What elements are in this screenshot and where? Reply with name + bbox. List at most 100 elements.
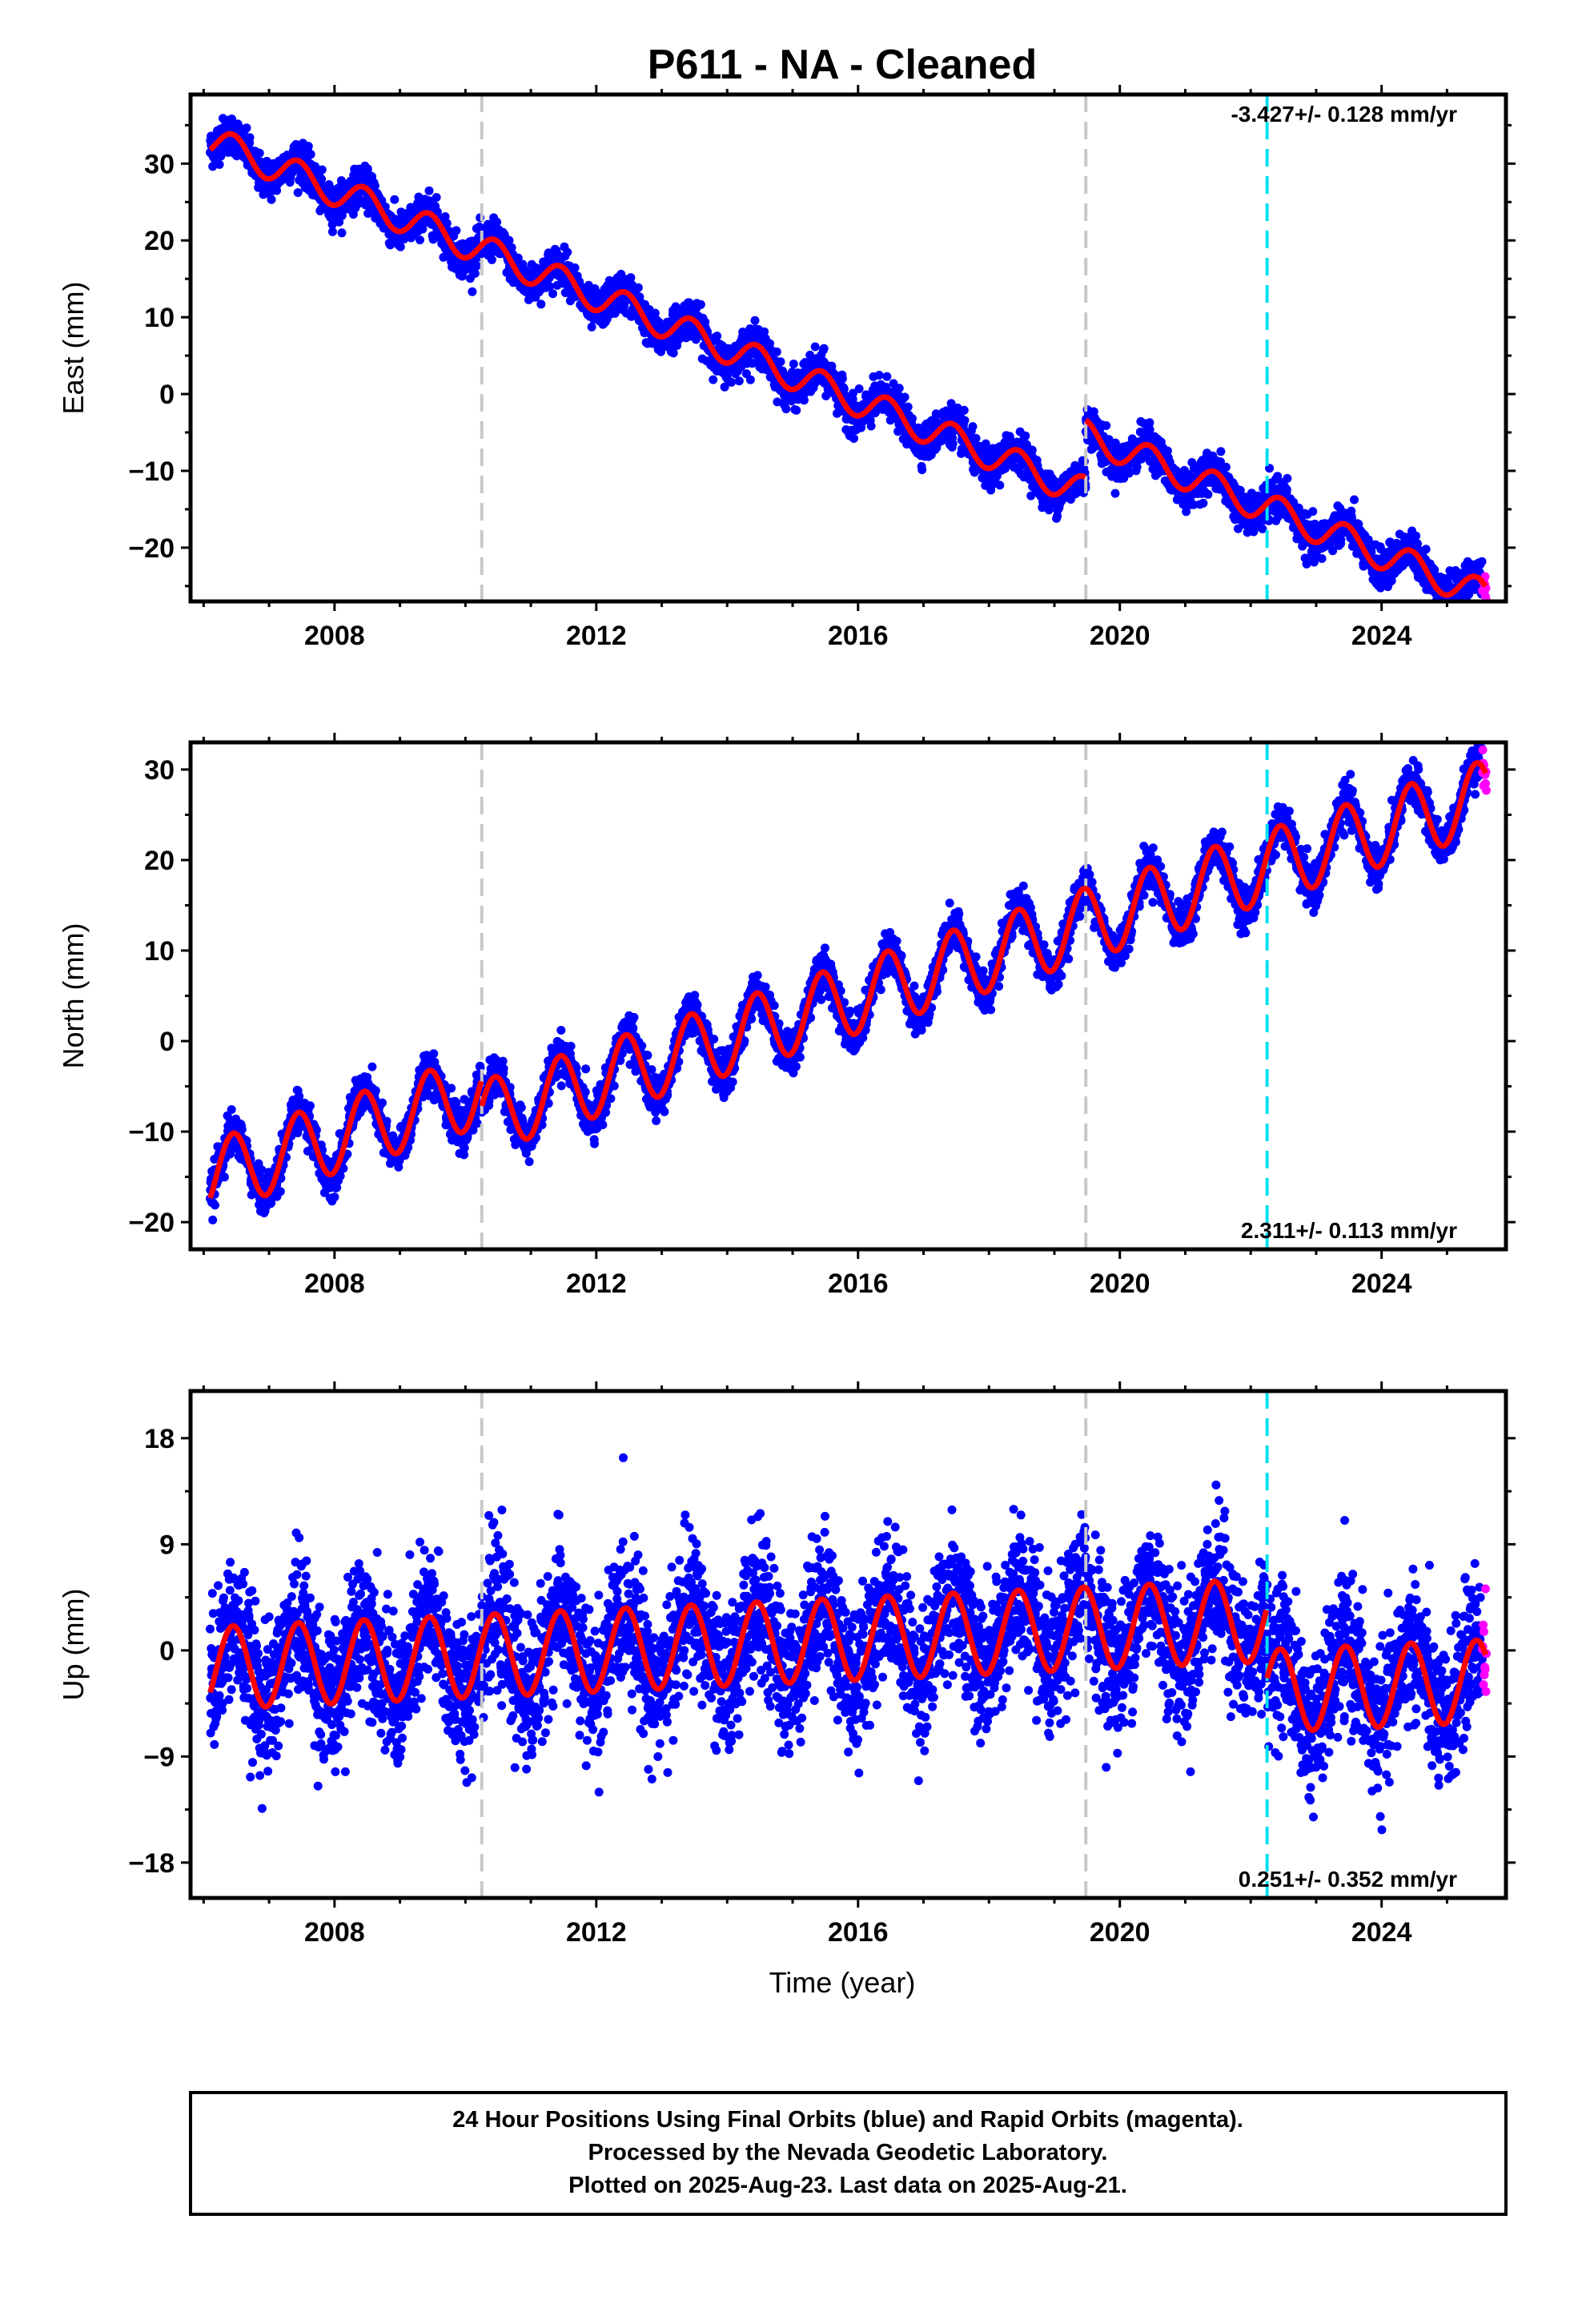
east-final-point (760, 327, 769, 336)
east-final-point (1283, 473, 1292, 483)
east-final-point (587, 322, 596, 332)
east-final-point (1221, 462, 1231, 472)
east-final-point (839, 384, 849, 394)
east-final-point (472, 261, 482, 271)
east-final-point (960, 416, 970, 425)
east-final-point (208, 162, 218, 171)
east-final-point (882, 372, 892, 381)
east-final-point (245, 133, 255, 143)
east-final-point (819, 344, 829, 353)
east-final-point (327, 227, 337, 236)
east-final-point (696, 300, 705, 309)
east-final-point (750, 316, 760, 325)
east-final-point (303, 142, 313, 151)
east-final-point (968, 422, 978, 432)
east-final-point (874, 371, 884, 380)
east-final-point (470, 268, 480, 278)
east-final-point (1203, 489, 1213, 499)
east-final-point (487, 255, 496, 264)
east-final-point (734, 376, 744, 386)
chart-title: P611 - NA - Cleaned (648, 42, 1037, 88)
east-final-point (799, 396, 809, 405)
east-final-point (1102, 421, 1111, 430)
east-final-point (773, 397, 782, 407)
east-final-point (727, 377, 737, 387)
east-final-point (792, 405, 801, 415)
east-final-point (713, 332, 722, 341)
east-final-point (504, 235, 514, 245)
east-final-point (669, 348, 678, 358)
east-final-point (626, 273, 636, 283)
east-final-point (1309, 557, 1319, 567)
east-final-point (765, 339, 774, 348)
east-final-point (440, 212, 450, 221)
east-final-point (959, 405, 969, 415)
east-final-point (548, 289, 557, 299)
east-final-point (468, 287, 477, 296)
east-final-point (894, 384, 904, 393)
east-final-point (545, 282, 555, 292)
east-final-point (866, 421, 876, 431)
east-final-point (1421, 545, 1431, 554)
east-final-point (857, 423, 866, 432)
east-final-point (416, 235, 424, 245)
east-final-point (570, 263, 580, 272)
east-final-point (849, 434, 858, 443)
east-final-point (1110, 489, 1120, 498)
east-final-point (242, 123, 251, 133)
east-final-point (563, 247, 572, 257)
east-final-point (337, 211, 347, 220)
east-final-point (900, 392, 909, 402)
east-final-point (709, 375, 718, 384)
east-final-point (810, 342, 820, 352)
east-final-point (536, 300, 546, 309)
east-final-point (432, 193, 441, 202)
east-final-point (781, 404, 791, 414)
east-final-point (908, 414, 917, 424)
east-final-point (948, 439, 958, 448)
east-final-point (1199, 498, 1208, 508)
east-final-point (971, 433, 981, 443)
east-final-point (306, 150, 315, 159)
east-final-point (1350, 495, 1359, 505)
east-final-point (854, 384, 864, 393)
east-final-point (837, 374, 847, 384)
east-final-point (1302, 559, 1311, 569)
east-final-point (507, 243, 516, 252)
east-final-point (849, 388, 857, 398)
east-final-point (650, 308, 660, 318)
east-final-point (633, 283, 643, 292)
east-final-point (442, 219, 452, 228)
east-final-point (1317, 554, 1327, 563)
east-final-point (1282, 485, 1291, 494)
east-final-point (995, 480, 1005, 490)
east-final-point (215, 159, 224, 169)
east-final-point (772, 347, 781, 356)
east-final-point (492, 217, 502, 227)
east-final-point (1411, 531, 1421, 541)
east-final-point (390, 195, 400, 204)
east-final-point (1216, 447, 1226, 456)
east-final-point (317, 175, 327, 184)
east-final-point (1027, 445, 1037, 455)
east-final-point (370, 181, 379, 191)
east-final-point (745, 375, 755, 384)
east-final-point (789, 360, 798, 368)
east-final-point (1308, 507, 1318, 517)
east-final-point (513, 253, 523, 263)
east-final-point (776, 357, 785, 367)
east-final-point (337, 228, 347, 238)
east-final-point (267, 195, 276, 204)
east-final-point (317, 165, 327, 175)
east-final-point (396, 242, 405, 251)
east-final-point (255, 148, 264, 158)
east-final-point (424, 186, 434, 195)
east-final-point (720, 382, 729, 392)
east-final-point (1021, 431, 1030, 440)
east-final-point (903, 402, 913, 412)
east-final-point (917, 465, 927, 475)
east-final-point (1430, 565, 1439, 574)
east-final-point (452, 226, 461, 235)
